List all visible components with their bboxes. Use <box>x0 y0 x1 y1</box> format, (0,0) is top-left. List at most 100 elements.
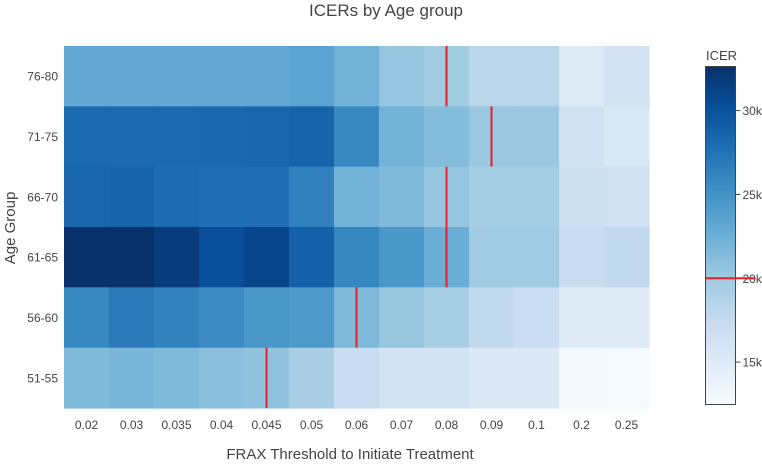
heatmap-cell[interactable] <box>559 287 605 348</box>
x-axis-title: FRAX Threshold to Initiate Treatment <box>226 446 474 460</box>
heatmap-cell[interactable] <box>244 167 290 228</box>
heatmap-cell[interactable] <box>379 227 425 288</box>
x-tick-label: 0.035 <box>161 418 191 432</box>
heatmap-cell[interactable] <box>109 46 155 107</box>
x-tick-label: 0.06 <box>345 418 369 432</box>
heatmap-cell[interactable] <box>154 348 200 409</box>
heatmap-cell[interactable] <box>289 227 335 288</box>
heatmap-cell[interactable] <box>64 287 110 348</box>
heatmap-cell[interactable] <box>244 106 290 167</box>
heatmap-cell[interactable] <box>514 287 560 348</box>
y-tick-label: 66-70 <box>27 190 58 204</box>
heatmap-cell[interactable] <box>289 287 335 348</box>
x-tick-label: 0.07 <box>390 418 414 432</box>
heatmap-cell[interactable] <box>604 348 650 409</box>
heatmap-cell[interactable] <box>154 106 200 167</box>
heatmap-cell[interactable] <box>559 46 605 107</box>
heatmap-cells <box>64 46 650 409</box>
heatmap-cell[interactable] <box>109 287 155 348</box>
heatmap-cell[interactable] <box>604 46 650 107</box>
x-tick-label: 0.25 <box>615 418 639 432</box>
heatmap-cell[interactable] <box>424 287 470 348</box>
heatmap-cell[interactable] <box>424 106 470 167</box>
heatmap-cell[interactable] <box>289 167 335 228</box>
heatmap-cell[interactable] <box>334 167 380 228</box>
heatmap-cell[interactable] <box>469 46 515 107</box>
heatmap-cell[interactable] <box>379 348 425 409</box>
heatmap-cell[interactable] <box>469 227 515 288</box>
heatmap-cell[interactable] <box>379 167 425 228</box>
heatmap-cell[interactable] <box>514 227 560 288</box>
heatmap-cell[interactable] <box>109 167 155 228</box>
x-tick-label: 0.05 <box>300 418 324 432</box>
heatmap-cell[interactable] <box>109 227 155 288</box>
x-tick-label: 0.2 <box>573 418 590 432</box>
heatmap-cell[interactable] <box>199 227 245 288</box>
heatmap-cell[interactable] <box>334 106 380 167</box>
x-tick-label: 0.04 <box>210 418 234 432</box>
heatmap-cell[interactable] <box>289 106 335 167</box>
heatmap-cell[interactable] <box>244 287 290 348</box>
heatmap-cell[interactable] <box>334 227 380 288</box>
heatmap-cell[interactable] <box>199 46 245 107</box>
heatmap-cell[interactable] <box>514 167 560 228</box>
heatmap-cell[interactable] <box>379 106 425 167</box>
y-tick-label: 56-60 <box>27 311 58 325</box>
x-tick-label: 0.03 <box>120 418 144 432</box>
heatmap-cell[interactable] <box>469 348 515 409</box>
heatmap-cell[interactable] <box>64 227 110 288</box>
heatmap-cell[interactable] <box>604 287 650 348</box>
heatmap-cell[interactable] <box>559 106 605 167</box>
heatmap-cell[interactable] <box>604 106 650 167</box>
heatmap-cell[interactable] <box>424 348 470 409</box>
heatmap-cell[interactable] <box>64 46 110 107</box>
y-axis-title: Age Group <box>2 192 19 265</box>
heatmap-cell[interactable] <box>379 46 425 107</box>
heatmap-cell[interactable] <box>109 106 155 167</box>
heatmap-cell[interactable] <box>514 46 560 107</box>
colorbar-title: ICER <box>706 48 737 63</box>
heatmap-cell[interactable] <box>289 46 335 107</box>
heatmap-cell[interactable] <box>154 167 200 228</box>
heatmap-cell[interactable] <box>109 348 155 409</box>
heatmap-cell[interactable] <box>199 106 245 167</box>
y-tick-label: 76-80 <box>27 70 58 84</box>
x-tick-label: 0.08 <box>435 418 459 432</box>
heatmap-cell[interactable] <box>64 106 110 167</box>
y-tick-label: 61-65 <box>27 251 58 265</box>
x-axis-ticks: 0.02 0.03 0.035 0.04 0.045 0.05 0.06 0.07 0.08 0.… <box>75 418 639 432</box>
heatmap-cell[interactable] <box>199 287 245 348</box>
heatmap-cell[interactable] <box>154 46 200 107</box>
heatmap-cell[interactable] <box>604 227 650 288</box>
heatmap-cell[interactable] <box>469 167 515 228</box>
heatmap-cell[interactable] <box>514 348 560 409</box>
heatmap-cell[interactable] <box>64 348 110 409</box>
heatmap-cell[interactable] <box>514 106 560 167</box>
x-tick-label: 0.1 <box>528 418 545 432</box>
heatmap-cell[interactable] <box>469 287 515 348</box>
heatmap-cell[interactable] <box>559 167 605 228</box>
heatmap-cell[interactable] <box>154 227 200 288</box>
heatmap-cell[interactable] <box>154 287 200 348</box>
colorbar-gradient <box>706 67 736 405</box>
x-tick-label: 0.045 <box>251 418 281 432</box>
heatmap-cell[interactable] <box>244 46 290 107</box>
heatmap-cell[interactable] <box>334 46 380 107</box>
heatmap-cell[interactable] <box>559 348 605 409</box>
heatmap-cell[interactable] <box>199 167 245 228</box>
x-tick-label: 0.02 <box>75 418 99 432</box>
heatmap-cell[interactable] <box>604 167 650 228</box>
heatmap-cell[interactable] <box>334 348 380 409</box>
heatmap-cell[interactable] <box>559 227 605 288</box>
x-tick-label: 0.09 <box>480 418 504 432</box>
heatmap-cell[interactable] <box>199 348 245 409</box>
heatmap-cell[interactable] <box>289 348 335 409</box>
heatmap-cell[interactable] <box>64 167 110 228</box>
heatmap-cell[interactable] <box>379 287 425 348</box>
heatmap-cell[interactable] <box>244 227 290 288</box>
y-tick-label: 71-75 <box>27 130 58 144</box>
colorbar-tick-label: 15k <box>743 356 762 370</box>
